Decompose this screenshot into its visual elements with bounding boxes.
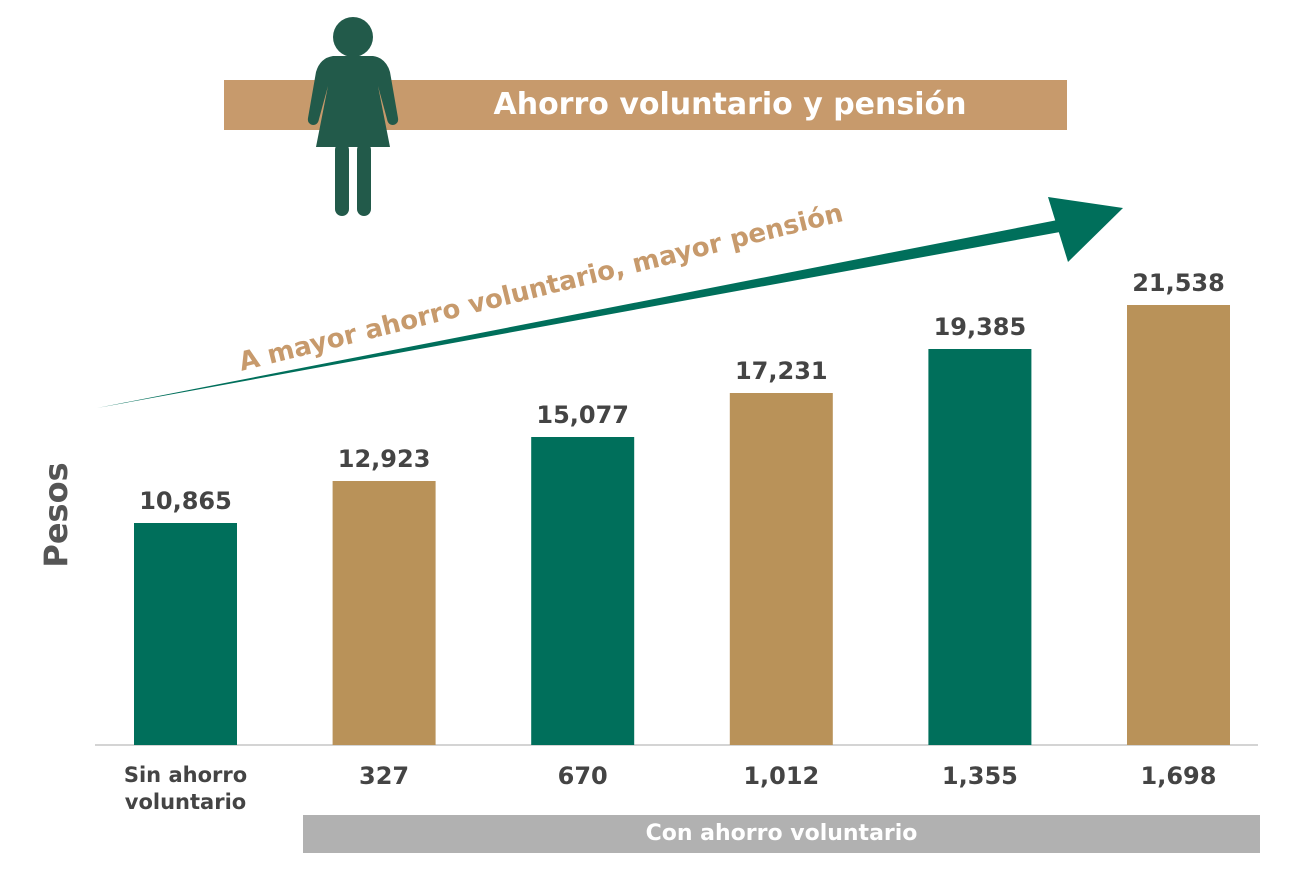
- category-label-1: 327: [359, 762, 410, 790]
- woman-icon: [307, 17, 399, 216]
- group-label: Con ahorro voluntario: [645, 821, 918, 846]
- y-axis-label: Pesos: [37, 462, 75, 568]
- category-label-3: 1,012: [743, 762, 820, 790]
- bar-1: [332, 481, 436, 745]
- value-label-5: 21,538: [1132, 269, 1225, 297]
- category-label-2: 670: [557, 762, 608, 790]
- category-label-5: 1,698: [1140, 762, 1217, 790]
- bar-2: [531, 437, 635, 745]
- value-label-1: 12,923: [338, 445, 431, 473]
- category-label-0: Sin ahorro voluntario: [123, 763, 248, 814]
- bar-4: [928, 349, 1032, 745]
- group-banner: [303, 815, 1260, 853]
- value-label-0: 10,865: [139, 487, 232, 515]
- value-label-4: 19,385: [934, 313, 1027, 341]
- value-label-2: 15,077: [536, 401, 629, 429]
- bar-5: [1127, 305, 1230, 745]
- bar-0: [134, 523, 237, 745]
- bar-3: [729, 393, 833, 745]
- chart-title: Ahorro voluntario y pensión: [493, 87, 967, 122]
- category-label-4: 1,355: [941, 762, 1018, 790]
- value-label-3: 17,231: [735, 357, 828, 385]
- trend-arrow-icon: [97, 197, 1123, 408]
